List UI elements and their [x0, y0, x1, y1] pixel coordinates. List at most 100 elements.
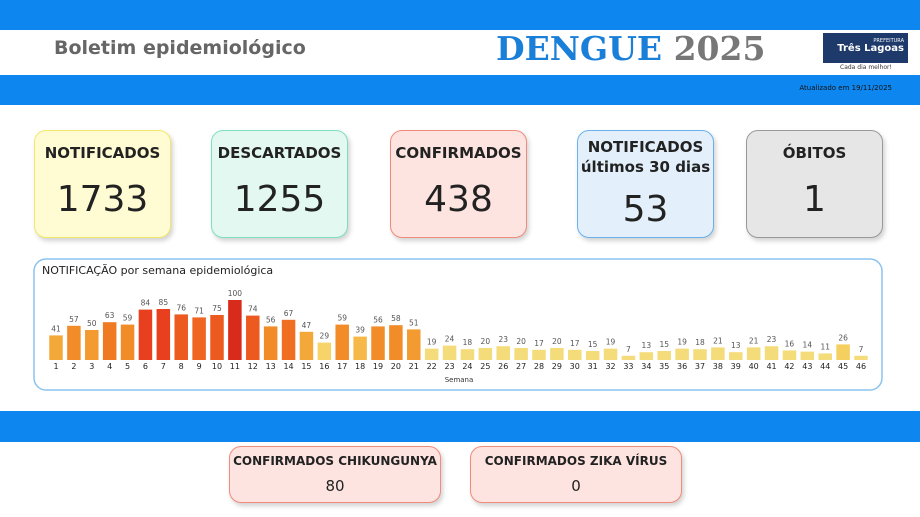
bar — [120, 324, 135, 360]
x-tick-label: 10 — [212, 362, 222, 371]
value-label: 23 — [498, 335, 508, 344]
x-tick-label: 18 — [355, 362, 365, 371]
bar — [85, 330, 99, 360]
value-label: 18 — [463, 338, 473, 347]
bar — [353, 336, 367, 360]
x-tick-label: 37 — [695, 362, 705, 371]
x-tick-label: 17 — [337, 362, 347, 371]
value-label: 19 — [677, 338, 687, 347]
value-label: 14 — [803, 341, 813, 350]
bar — [603, 348, 618, 360]
x-tick-label: 38 — [713, 362, 723, 371]
bar — [156, 309, 171, 360]
card-label: DESCARTADOS — [217, 144, 342, 162]
value-label: 39 — [355, 326, 365, 335]
bar — [729, 352, 743, 360]
x-tick-label: 35 — [659, 362, 669, 371]
bar — [102, 322, 117, 360]
value-label: 20 — [552, 337, 562, 346]
value-label: 29 — [320, 332, 330, 341]
x-axis-title: Semana — [445, 376, 474, 384]
card-value: 0 — [571, 477, 581, 495]
bar — [317, 342, 332, 360]
value-label: 47 — [302, 321, 312, 330]
value-label: 56 — [266, 315, 276, 324]
x-tick-label: 46 — [856, 362, 866, 371]
value-label: 100 — [228, 289, 243, 298]
bar — [246, 315, 260, 360]
info-band — [0, 75, 920, 105]
bar — [67, 325, 81, 360]
bar — [711, 347, 725, 360]
logo-slogan: Cada dia melhor! — [840, 64, 892, 71]
x-tick-label: 11 — [230, 362, 240, 371]
chart-title: NOTIFICAÇÃO por semana epidemiológica — [42, 264, 273, 277]
card-label: NOTIFICADOS — [44, 144, 161, 162]
value-label: 20 — [481, 337, 491, 346]
card-value: 53 — [622, 189, 669, 230]
value-label: 11 — [820, 342, 830, 351]
card-label: CONFIRMADOS — [395, 144, 522, 162]
card-value: 438 — [424, 179, 493, 220]
year: 2025 — [673, 29, 766, 68]
bar — [442, 345, 457, 360]
bar — [800, 351, 815, 360]
value-label: 41 — [51, 324, 61, 333]
x-tick-label: 3 — [89, 362, 94, 371]
card: NOTIFICADOS 1733 — [34, 130, 171, 238]
value-label: 19 — [606, 338, 616, 347]
x-tick-label: 1 — [53, 362, 58, 371]
bar — [514, 348, 528, 360]
value-label: 51 — [409, 318, 419, 327]
x-tick-label: 41 — [766, 362, 776, 371]
x-tick-label: 31 — [588, 362, 598, 371]
x-tick-label: 20 — [391, 362, 401, 371]
x-tick-label: 2 — [71, 362, 76, 371]
value-label: 84 — [141, 299, 151, 308]
x-tick-label: 26 — [498, 362, 508, 371]
card: ÓBITOS 1 — [746, 130, 883, 238]
updated: Atualizado em 19/11/2025 — [799, 84, 892, 92]
x-tick-label: 34 — [641, 362, 651, 371]
bar — [746, 347, 761, 360]
x-tick-label: 40 — [749, 362, 759, 371]
card-value: 1733 — [56, 179, 149, 220]
value-label: 75 — [212, 304, 222, 313]
x-tick-label: 45 — [838, 362, 848, 371]
bar — [657, 351, 671, 360]
x-tick-label: 6 — [143, 362, 148, 371]
x-tick-label: 21 — [409, 362, 419, 371]
bar — [532, 349, 546, 360]
x-tick-label: 30 — [570, 362, 580, 371]
bar — [585, 351, 600, 360]
bar — [263, 326, 278, 360]
bar — [675, 348, 689, 360]
value-label: 76 — [176, 303, 186, 312]
x-tick-label: 27 — [516, 362, 526, 371]
value-label: 56 — [373, 315, 383, 324]
value-label: 15 — [659, 340, 669, 349]
value-label: 85 — [159, 298, 169, 307]
value-label: 21 — [713, 336, 723, 345]
card-value: 80 — [325, 477, 345, 495]
value-label: 13 — [731, 341, 741, 350]
x-tick-label: 7 — [161, 362, 166, 371]
value-label: 16 — [785, 339, 795, 348]
bar — [550, 348, 564, 360]
card-label: CONFIRMADOS CHIKUNGUNYA — [233, 454, 437, 468]
headline: DENGUE 2025 — [496, 29, 765, 68]
value-label: 7 — [626, 345, 631, 354]
x-tick-label: 9 — [197, 362, 202, 371]
x-tick-label: 36 — [677, 362, 687, 371]
value-label: 58 — [391, 314, 401, 323]
x-tick-label: 4 — [107, 362, 112, 371]
value-label: 17 — [534, 339, 544, 348]
value-label: 67 — [284, 309, 294, 318]
bar — [836, 344, 850, 360]
x-tick-label: 8 — [179, 362, 184, 371]
bottom-card: CONFIRMADOS CHIKUNGUNYA 80 — [229, 446, 441, 503]
card: CONFIRMADOS 438 — [390, 130, 527, 238]
value-label: 24 — [445, 335, 455, 344]
x-tick-label: 16 — [319, 362, 329, 371]
